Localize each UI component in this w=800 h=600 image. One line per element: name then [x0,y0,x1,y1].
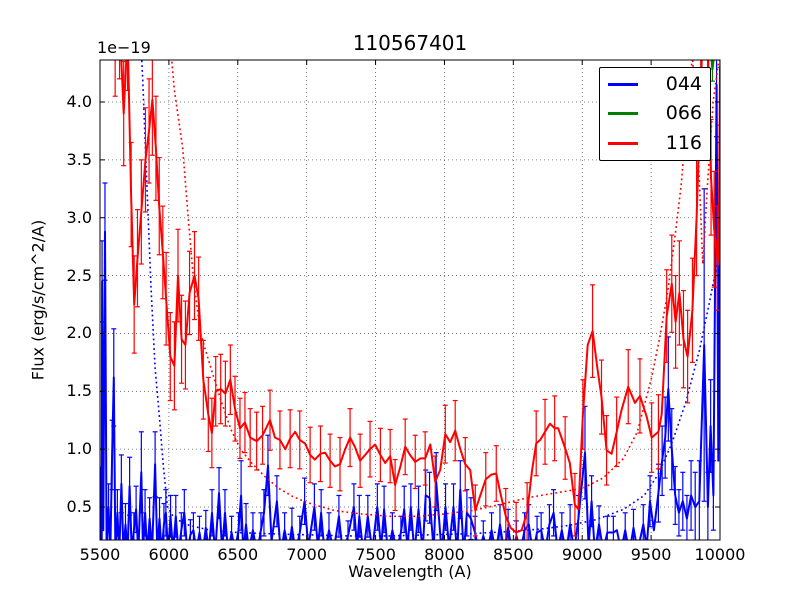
y-tick-label: 1.0 [66,439,92,459]
legend-line-swatch-green [608,112,638,116]
x-tick-label: 6500 [217,545,259,564]
chart-title: 110567401 [352,31,468,55]
y-tick-label: 4.0 [66,92,92,111]
x-tick-label: 5500 [79,545,121,564]
legend-line-swatch-red [608,141,638,145]
y-tick-label: 1.5 [66,381,92,401]
series-line-044-noise [140,60,720,537]
y-tick-label: 2.5 [66,265,92,285]
legend-box: 044 066 116 [599,67,711,161]
legend-line-swatch-blue [608,83,638,87]
x-tick-label: 9500 [630,545,672,564]
series-line-116 [120,60,720,534]
x-axis-label: Wavelength (A) [348,562,472,581]
legend-label: 116 [665,131,702,154]
series-116 [112,60,720,540]
x-tick-label: 7500 [355,545,396,564]
legend-item-066: 066 [608,99,702,128]
x-tick-label: 7000 [286,545,328,564]
data-series-layer [100,60,720,540]
axes-frame [99,59,721,541]
series-044-noise [140,60,720,537]
x-tick-label: 8500 [492,545,534,564]
x-tick-label: 6000 [148,545,190,564]
y-axis-label: Flux (erg/s/cm^2/A) [28,219,48,381]
y-tick-label: 0.5 [66,497,92,517]
y-tick-label: 3.0 [66,207,92,227]
legend-item-116: 116 [608,129,702,158]
plot-border [99,59,721,541]
x-tick-label: 8000 [424,545,465,564]
y-tick-label: 3.5 [66,149,92,169]
x-tick-label: 10000 [694,545,746,564]
y-axis-offset-text: 1e−19 [97,38,151,57]
legend-label: 066 [665,102,702,125]
legend-item-044: 044 [608,70,702,99]
y-tick-label: 2.0 [66,323,92,343]
legend-label: 044 [665,73,702,96]
series-line-066 [710,60,715,71]
series-line-044 [100,83,720,540]
x-tick-label: 9000 [561,545,603,564]
